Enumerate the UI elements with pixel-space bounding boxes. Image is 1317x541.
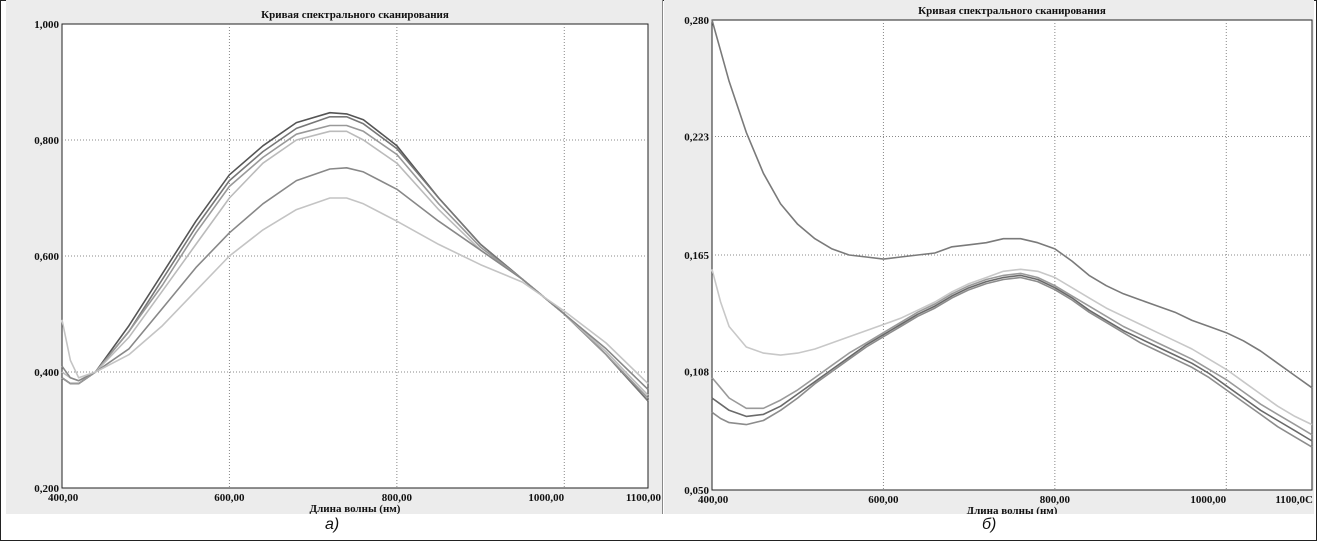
y-tick-label: 0,800 (34, 135, 59, 147)
x-tick-label: 600,00 (868, 494, 899, 506)
caption-b: б) (982, 516, 997, 533)
y-tick-label: 0,223 (684, 131, 709, 143)
x-tick-label: 400,00 (48, 492, 79, 504)
y-tick-label: 0,400 (34, 367, 59, 379)
x-tick-label: 1100,00 (626, 492, 662, 504)
y-tick-label: 0,108 (684, 366, 709, 378)
chart-a: Кривая спектрального сканирования 0,200 0,… (6, 0, 662, 515)
series-line-5 (61, 167, 649, 390)
x-tick-label: 1100,0С (1275, 494, 1313, 506)
plot-area (61, 23, 649, 489)
chart-b-svg: Кривая спектрального сканирования 0,050 0,… (664, 0, 1314, 517)
series-line-2 (711, 268, 1313, 426)
x-tick-label: 600,00 (214, 492, 245, 504)
x-axis-label: Длина волны (нм) (967, 505, 1058, 514)
y-tick-label: 0,280 (684, 15, 709, 27)
chart-title: Кривая спектрального сканирования (261, 9, 449, 21)
y-tick-label: 0,600 (34, 251, 59, 263)
y-tick-label: 0,200 (34, 483, 59, 495)
panel-divider (662, 0, 663, 514)
series-line-5 (711, 276, 1313, 448)
chart-a-svg: Кривая спектрального сканирования 0,200 0,… (6, 0, 662, 515)
y-tick-label: 1,000 (34, 19, 59, 31)
series-line-4 (711, 274, 1313, 442)
x-tick-label: 1000,00 (528, 492, 564, 504)
caption-a: а) (325, 516, 340, 533)
series-line-3 (711, 272, 1313, 436)
x-axis-label: Длина волны (нм) (310, 503, 401, 514)
x-tick-label: 800,00 (1040, 494, 1071, 506)
series-line-6 (61, 197, 649, 385)
chart-title: Кривая спектрального сканирования (918, 5, 1106, 17)
series-line-1 (711, 19, 1313, 389)
y-tick-label: 0,165 (684, 250, 709, 262)
chart-b: Кривая спектрального сканирования 0,050 0,… (664, 0, 1314, 517)
x-tick-label: 800,00 (382, 492, 413, 504)
y-tick-label: 0,050 (684, 485, 709, 497)
x-tick-label: 1000,00 (1190, 494, 1226, 506)
x-tick-label: 400,00 (698, 494, 729, 506)
